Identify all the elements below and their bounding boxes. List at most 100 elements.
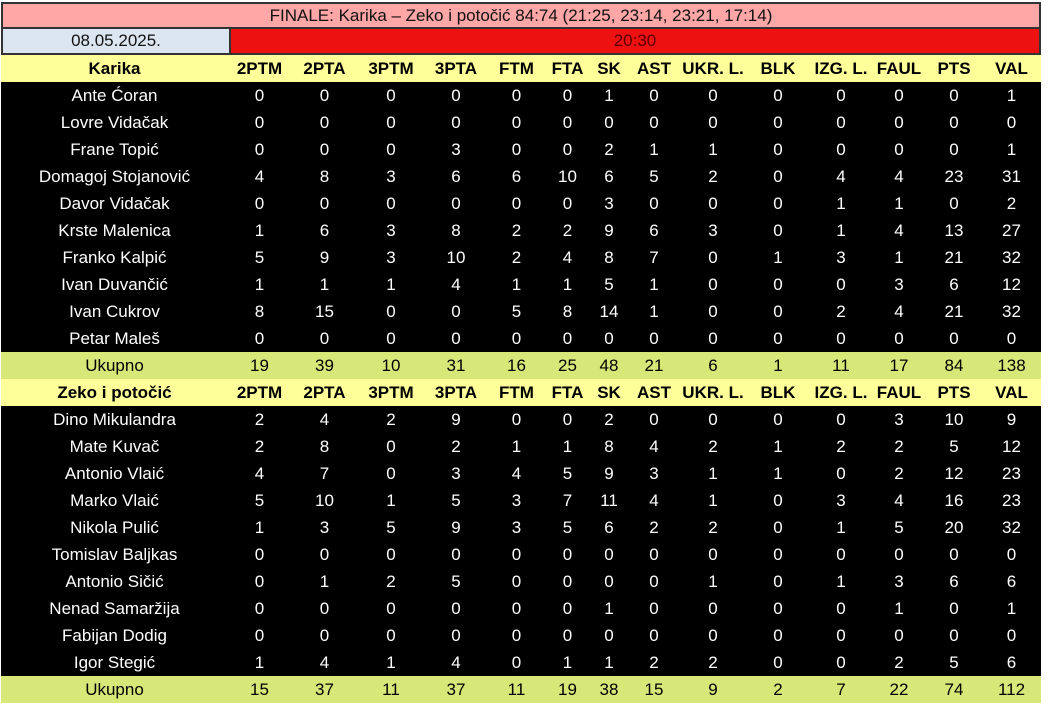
- stat-cell[interactable]: 23: [982, 487, 1041, 514]
- stat-cell[interactable]: 0: [488, 325, 545, 352]
- stat-cell[interactable]: 4: [810, 163, 872, 190]
- stat-cell[interactable]: 0: [291, 109, 358, 136]
- player-name[interactable]: Ivan Duvančić: [1, 271, 228, 298]
- stat-cell[interactable]: 15: [291, 298, 358, 325]
- stat-cell[interactable]: 1: [545, 271, 590, 298]
- stat-cell[interactable]: 3: [810, 487, 872, 514]
- stat-cell[interactable]: 1: [488, 271, 545, 298]
- player-name[interactable]: Frane Topić: [1, 136, 228, 163]
- stat-cell[interactable]: 5: [424, 568, 488, 595]
- total-cell[interactable]: 19: [545, 676, 590, 703]
- stat-cell[interactable]: 0: [746, 622, 810, 649]
- stat-cell[interactable]: 3: [291, 514, 358, 541]
- stat-cell[interactable]: 2: [872, 649, 926, 676]
- stat-cell[interactable]: 0: [926, 190, 982, 217]
- stat-cell[interactable]: 0: [228, 568, 291, 595]
- total-cell[interactable]: 48: [590, 352, 628, 379]
- player-name[interactable]: Tomislav Baljkas: [1, 541, 228, 568]
- stat-cell[interactable]: 3: [424, 136, 488, 163]
- stat-cell[interactable]: 6: [982, 649, 1041, 676]
- stat-cell[interactable]: 9: [590, 460, 628, 487]
- stat-cell[interactable]: 1: [545, 433, 590, 460]
- stat-cell[interactable]: 2: [872, 460, 926, 487]
- column-header[interactable]: 2PTA: [291, 379, 358, 406]
- total-cell[interactable]: 2: [746, 676, 810, 703]
- stat-cell[interactable]: 4: [488, 460, 545, 487]
- total-cell[interactable]: 112: [982, 676, 1041, 703]
- stat-cell[interactable]: 0: [545, 622, 590, 649]
- player-name[interactable]: Antonio Sičić: [1, 568, 228, 595]
- stat-cell[interactable]: 1: [291, 271, 358, 298]
- column-header[interactable]: FTA: [545, 55, 590, 82]
- stat-cell[interactable]: 0: [545, 568, 590, 595]
- total-cell[interactable]: 9: [680, 676, 746, 703]
- stat-cell[interactable]: 0: [590, 109, 628, 136]
- stat-cell[interactable]: 0: [545, 325, 590, 352]
- stat-cell[interactable]: 1: [291, 568, 358, 595]
- stat-cell[interactable]: 0: [746, 487, 810, 514]
- stat-cell[interactable]: 1: [590, 595, 628, 622]
- stat-cell[interactable]: 0: [291, 541, 358, 568]
- stat-cell[interactable]: 6: [590, 514, 628, 541]
- stat-cell[interactable]: 1: [872, 244, 926, 271]
- stat-cell[interactable]: 2: [680, 163, 746, 190]
- stat-cell[interactable]: 5: [545, 460, 590, 487]
- stat-cell[interactable]: 1: [810, 217, 872, 244]
- stat-cell[interactable]: 1: [810, 568, 872, 595]
- column-header[interactable]: 3PTM: [358, 55, 424, 82]
- stat-cell[interactable]: 0: [488, 136, 545, 163]
- stat-cell[interactable]: 0: [746, 82, 810, 109]
- total-cell[interactable]: 25: [545, 352, 590, 379]
- stat-cell[interactable]: 0: [291, 136, 358, 163]
- column-header[interactable]: 2PTM: [228, 55, 291, 82]
- stat-cell[interactable]: 0: [926, 541, 982, 568]
- column-header[interactable]: AST: [628, 379, 680, 406]
- stat-cell[interactable]: 0: [680, 406, 746, 433]
- stat-cell[interactable]: 3: [680, 217, 746, 244]
- stat-cell[interactable]: 1: [982, 136, 1041, 163]
- total-label[interactable]: Ukupno: [1, 352, 228, 379]
- stat-cell[interactable]: 0: [628, 190, 680, 217]
- stat-cell[interactable]: 6: [291, 217, 358, 244]
- stat-cell[interactable]: 1: [628, 271, 680, 298]
- stat-cell[interactable]: 0: [424, 190, 488, 217]
- column-header[interactable]: BLK: [746, 55, 810, 82]
- stat-cell[interactable]: 0: [680, 244, 746, 271]
- total-cell[interactable]: 16: [488, 352, 545, 379]
- stat-cell[interactable]: 6: [926, 271, 982, 298]
- stat-cell[interactable]: 6: [982, 568, 1041, 595]
- stat-cell[interactable]: 3: [358, 163, 424, 190]
- stat-cell[interactable]: 0: [746, 136, 810, 163]
- stat-cell[interactable]: 5: [628, 163, 680, 190]
- stat-cell[interactable]: 1: [358, 271, 424, 298]
- stat-cell[interactable]: 2: [545, 217, 590, 244]
- stat-cell[interactable]: 1: [872, 190, 926, 217]
- stat-cell[interactable]: 0: [228, 622, 291, 649]
- stat-cell[interactable]: 3: [628, 460, 680, 487]
- stat-cell[interactable]: 0: [358, 109, 424, 136]
- stat-cell[interactable]: 0: [810, 271, 872, 298]
- stat-cell[interactable]: 6: [488, 163, 545, 190]
- stat-cell[interactable]: 1: [590, 82, 628, 109]
- stat-cell[interactable]: 1: [488, 433, 545, 460]
- stat-cell[interactable]: 0: [746, 568, 810, 595]
- stat-cell[interactable]: 8: [590, 433, 628, 460]
- stat-cell[interactable]: 0: [872, 541, 926, 568]
- player-name[interactable]: Nikola Pulić: [1, 514, 228, 541]
- stat-cell[interactable]: 1: [590, 649, 628, 676]
- stat-cell[interactable]: 32: [982, 298, 1041, 325]
- stat-cell[interactable]: 2: [488, 244, 545, 271]
- stat-cell[interactable]: 0: [746, 595, 810, 622]
- stat-cell[interactable]: 2: [810, 298, 872, 325]
- stat-cell[interactable]: 5: [228, 487, 291, 514]
- player-name[interactable]: Davor Vidačak: [1, 190, 228, 217]
- total-cell[interactable]: 15: [228, 676, 291, 703]
- stat-cell[interactable]: 0: [358, 190, 424, 217]
- stat-cell[interactable]: 0: [680, 595, 746, 622]
- total-cell[interactable]: 17: [872, 352, 926, 379]
- column-header[interactable]: SK: [590, 55, 628, 82]
- stat-cell[interactable]: 4: [424, 271, 488, 298]
- stat-cell[interactable]: 0: [424, 82, 488, 109]
- stat-cell[interactable]: 0: [926, 109, 982, 136]
- stat-cell[interactable]: 1: [358, 649, 424, 676]
